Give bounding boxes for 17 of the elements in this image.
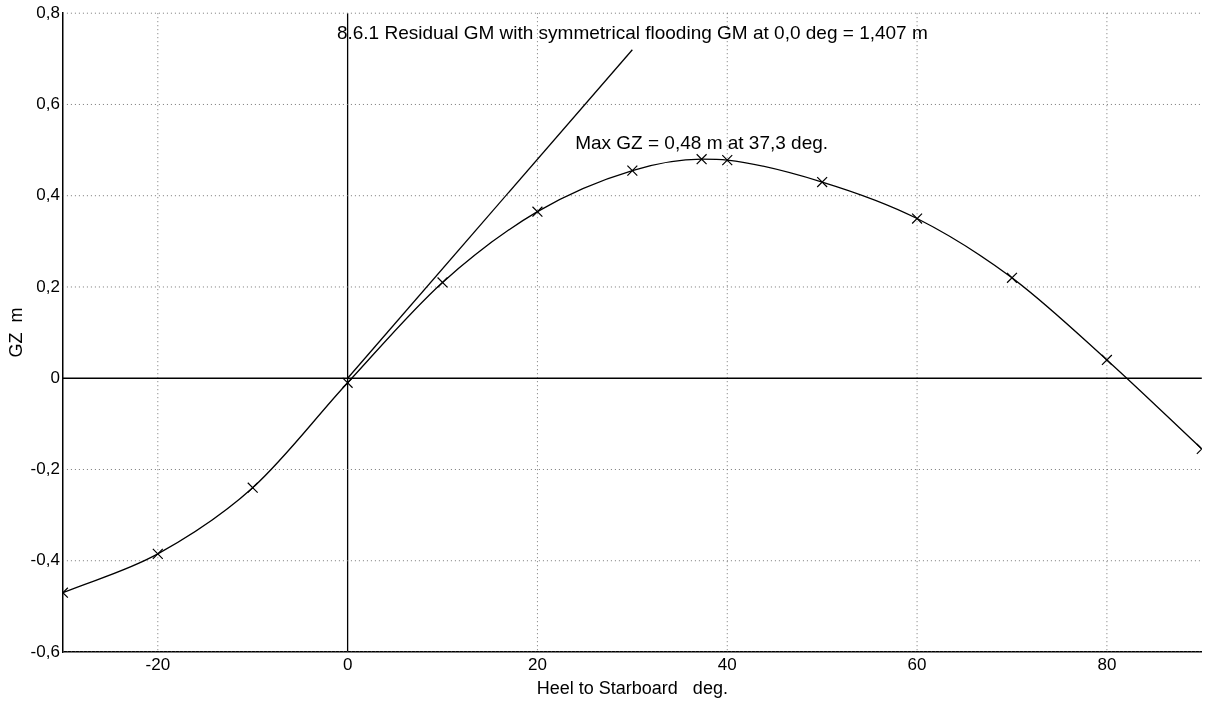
y-tick-label: 0,6: [36, 94, 60, 114]
x-tick-label: 60: [907, 654, 927, 674]
y-tick-label: -0,2: [30, 459, 60, 479]
annotation: Max GZ = 0,48 m at 37,3 deg.: [575, 131, 829, 153]
x-tick-label: 80: [1097, 654, 1117, 674]
y-tick-label: 0,2: [36, 276, 60, 296]
y-tick-label: 0,8: [36, 2, 60, 22]
x-axis-title: Heel to Starboard deg.: [536, 678, 728, 699]
y-tick-label: 0: [50, 367, 60, 387]
y-tick-label: -0,4: [30, 550, 60, 570]
y-axis-title: GZ m: [5, 307, 26, 358]
y-tick-label: -0,6: [30, 641, 60, 661]
x-tick-label: 0: [342, 654, 353, 674]
y-tick-label: 0,4: [36, 185, 60, 205]
x-tick-label: 20: [527, 654, 547, 674]
x-tick-label: 40: [717, 654, 737, 674]
x-tick-label: -20: [145, 654, 171, 674]
